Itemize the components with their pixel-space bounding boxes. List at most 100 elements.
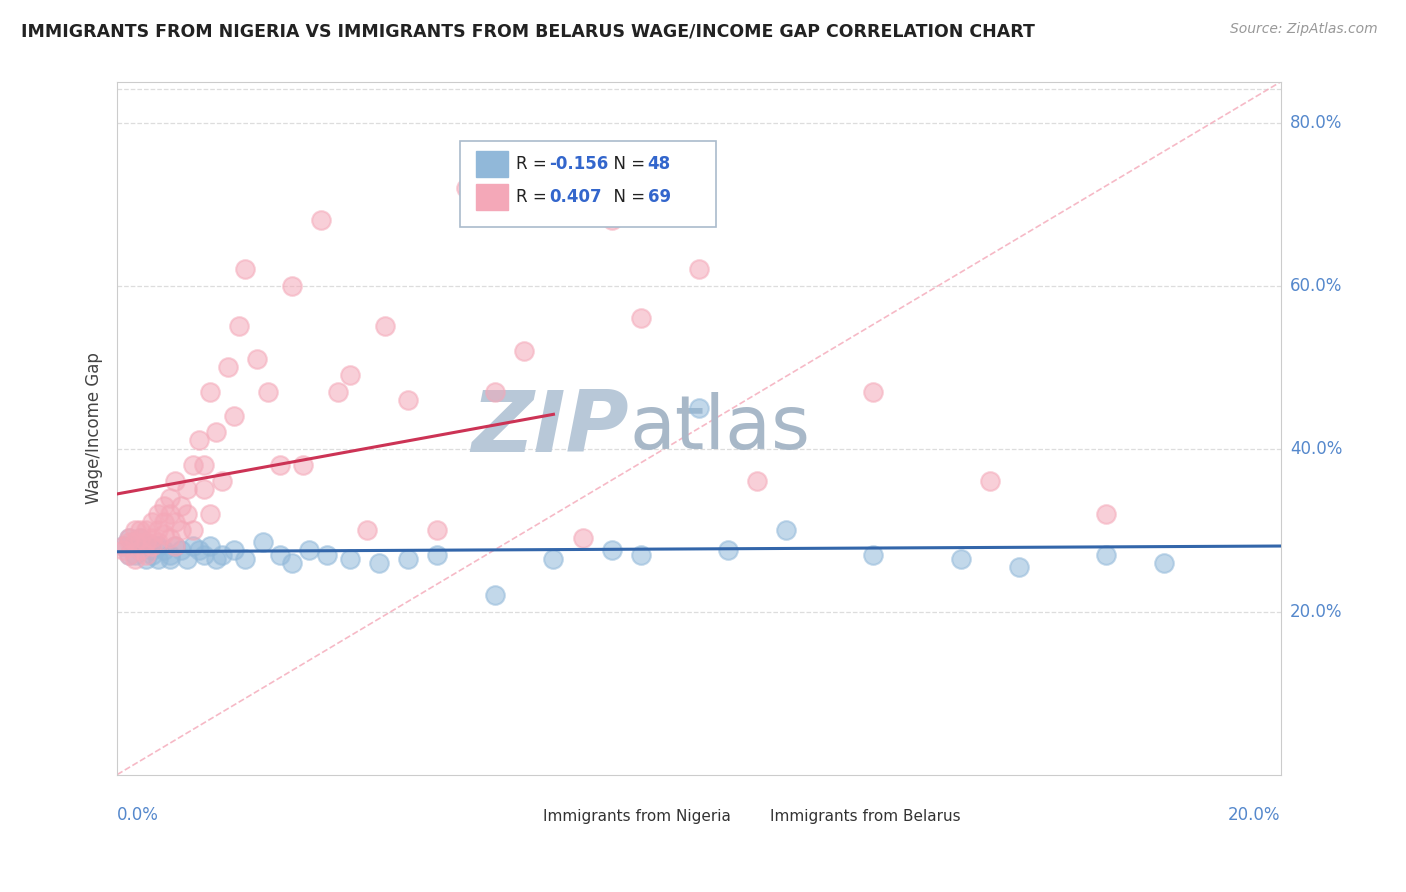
Bar	[475, 151, 508, 178]
Point	[205, 425, 228, 440]
Text: 0.407: 0.407	[548, 188, 602, 206]
Point	[193, 483, 215, 497]
Point	[118, 548, 141, 562]
Point	[135, 548, 157, 562]
Text: 69: 69	[648, 188, 671, 206]
Point	[129, 531, 152, 545]
Point	[717, 543, 740, 558]
Point	[571, 531, 593, 545]
Point	[170, 543, 193, 558]
Point	[979, 474, 1001, 488]
Text: 0.0%: 0.0%	[117, 805, 159, 823]
Point	[252, 535, 274, 549]
Text: 60.0%: 60.0%	[1289, 277, 1343, 294]
Text: atlas: atlas	[628, 392, 810, 465]
Point	[141, 540, 163, 554]
Point	[146, 551, 169, 566]
Point	[257, 384, 280, 399]
Point	[176, 507, 198, 521]
Point	[374, 319, 396, 334]
Point	[118, 535, 141, 549]
Point	[949, 551, 972, 566]
Point	[170, 523, 193, 537]
Point	[200, 507, 222, 521]
Point	[124, 551, 146, 566]
Point	[211, 548, 233, 562]
Bar	[740, 805, 765, 827]
Point	[165, 474, 187, 488]
Point	[339, 551, 361, 566]
Point	[193, 458, 215, 472]
Point	[356, 523, 378, 537]
Point	[152, 499, 174, 513]
Point	[129, 543, 152, 558]
Point	[187, 434, 209, 448]
Point	[165, 515, 187, 529]
Text: 20.0%: 20.0%	[1289, 603, 1343, 621]
Text: 40.0%: 40.0%	[1289, 440, 1343, 458]
Point	[146, 507, 169, 521]
Point	[205, 551, 228, 566]
Point	[118, 531, 141, 545]
Text: Immigrants from Belarus: Immigrants from Belarus	[770, 809, 960, 823]
Point	[298, 543, 321, 558]
Point	[176, 551, 198, 566]
Point	[222, 409, 245, 423]
Point	[141, 543, 163, 558]
Text: Immigrants from Nigeria: Immigrants from Nigeria	[543, 809, 731, 823]
Y-axis label: Wage/Income Gap: Wage/Income Gap	[86, 352, 103, 504]
Point	[124, 523, 146, 537]
Point	[181, 458, 204, 472]
Point	[309, 213, 332, 227]
Point	[135, 535, 157, 549]
Point	[181, 540, 204, 554]
Text: IMMIGRANTS FROM NIGERIA VS IMMIGRANTS FROM BELARUS WAGE/INCOME GAP CORRELATION C: IMMIGRANTS FROM NIGERIA VS IMMIGRANTS FR…	[21, 22, 1035, 40]
Point	[484, 588, 506, 602]
Point	[159, 507, 181, 521]
Point	[1008, 559, 1031, 574]
Point	[146, 535, 169, 549]
Point	[426, 523, 449, 537]
Point	[124, 540, 146, 554]
Point	[775, 523, 797, 537]
Point	[159, 548, 181, 562]
Point	[368, 556, 391, 570]
Point	[124, 548, 146, 562]
Text: Source: ZipAtlas.com: Source: ZipAtlas.com	[1230, 22, 1378, 37]
Point	[688, 401, 710, 415]
Point	[159, 551, 181, 566]
Point	[396, 551, 419, 566]
Point	[222, 543, 245, 558]
Point	[165, 540, 187, 554]
Point	[152, 543, 174, 558]
Point	[630, 548, 652, 562]
Point	[269, 458, 291, 472]
Point	[181, 523, 204, 537]
Text: N =: N =	[603, 155, 651, 173]
Point	[118, 548, 141, 562]
Point	[187, 543, 209, 558]
Point	[543, 551, 565, 566]
Point	[141, 531, 163, 545]
Point	[146, 540, 169, 554]
Point	[124, 535, 146, 549]
Point	[339, 368, 361, 383]
Point	[396, 392, 419, 407]
Point	[152, 527, 174, 541]
Point	[135, 551, 157, 566]
Text: R =: R =	[516, 188, 553, 206]
Point	[211, 474, 233, 488]
Point	[165, 540, 187, 554]
Point	[600, 543, 623, 558]
Point	[1095, 548, 1118, 562]
Point	[426, 548, 449, 562]
Text: ZIP: ZIP	[471, 387, 628, 470]
Point	[146, 523, 169, 537]
Text: 48: 48	[648, 155, 671, 173]
Point	[484, 384, 506, 399]
Point	[1095, 507, 1118, 521]
Point	[170, 499, 193, 513]
Text: 20.0%: 20.0%	[1227, 805, 1281, 823]
Point	[600, 213, 623, 227]
Point	[228, 319, 250, 334]
